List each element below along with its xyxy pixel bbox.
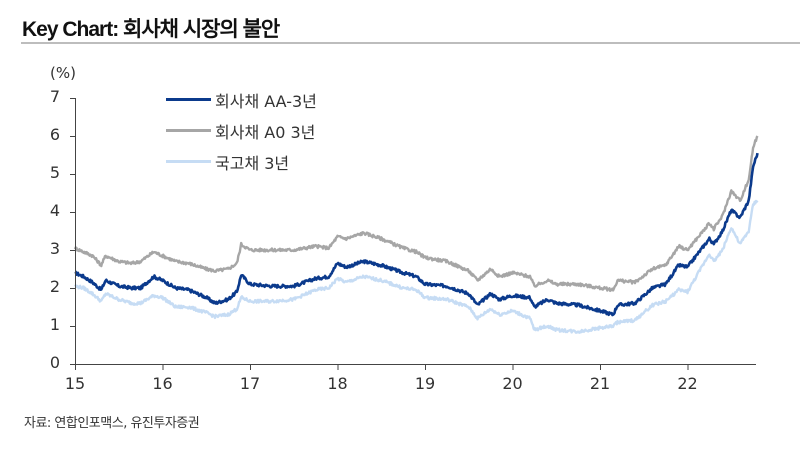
y-tick-label: 3 — [49, 239, 60, 258]
y-tick-label: 5 — [49, 163, 60, 182]
series-line-2 — [74, 199, 759, 334]
series-layer — [73, 135, 759, 334]
legend-swatch-a0 — [166, 129, 211, 132]
legend-item-ktb: 국고채 3년 — [166, 146, 317, 177]
y-tick-label: 2 — [49, 277, 60, 296]
series-line-1 — [73, 135, 759, 293]
chart-title: Key Chart: 회사채 시장의 불안 — [22, 18, 280, 41]
y-axis-unit-label: (%) — [50, 64, 76, 82]
legend-swatch-ktb — [166, 160, 211, 163]
axes — [70, 98, 756, 370]
legend-item-aa: 회사채 AA-3년 — [166, 84, 317, 115]
legend-item-a0: 회사채 A0 3년 — [166, 115, 317, 146]
y-tick-label: 1 — [49, 315, 60, 334]
x-tick-label: 21 — [589, 374, 611, 393]
x-tick-label: 20 — [502, 374, 523, 393]
legend-label-a0: 회사채 A0 3년 — [215, 122, 316, 142]
x-tick-label: 22 — [677, 374, 698, 393]
y-tick-label: 6 — [49, 125, 60, 144]
title-divider — [21, 42, 800, 44]
x-tick-label: 18 — [327, 374, 348, 393]
y-tick-label: 0 — [49, 353, 60, 372]
x-tick-label: 19 — [414, 374, 436, 393]
legend-label-aa: 회사채 AA-3년 — [215, 91, 317, 111]
legend-label-ktb: 국고채 3년 — [215, 153, 290, 173]
x-tick-label: 17 — [239, 374, 261, 393]
y-tick-label: 4 — [49, 201, 60, 220]
source-note: 자료: 연합인포맥스, 유진투자증권 — [24, 416, 200, 431]
legend-swatch-aa — [166, 98, 211, 101]
y-tick-label: 7 — [49, 87, 60, 106]
legend: 회사채 AA-3년 회사채 A0 3년 국고채 3년 — [166, 84, 317, 177]
x-tick-label: 15 — [64, 374, 86, 393]
series-line-0 — [74, 152, 759, 317]
x-tick-label: 16 — [152, 374, 173, 393]
